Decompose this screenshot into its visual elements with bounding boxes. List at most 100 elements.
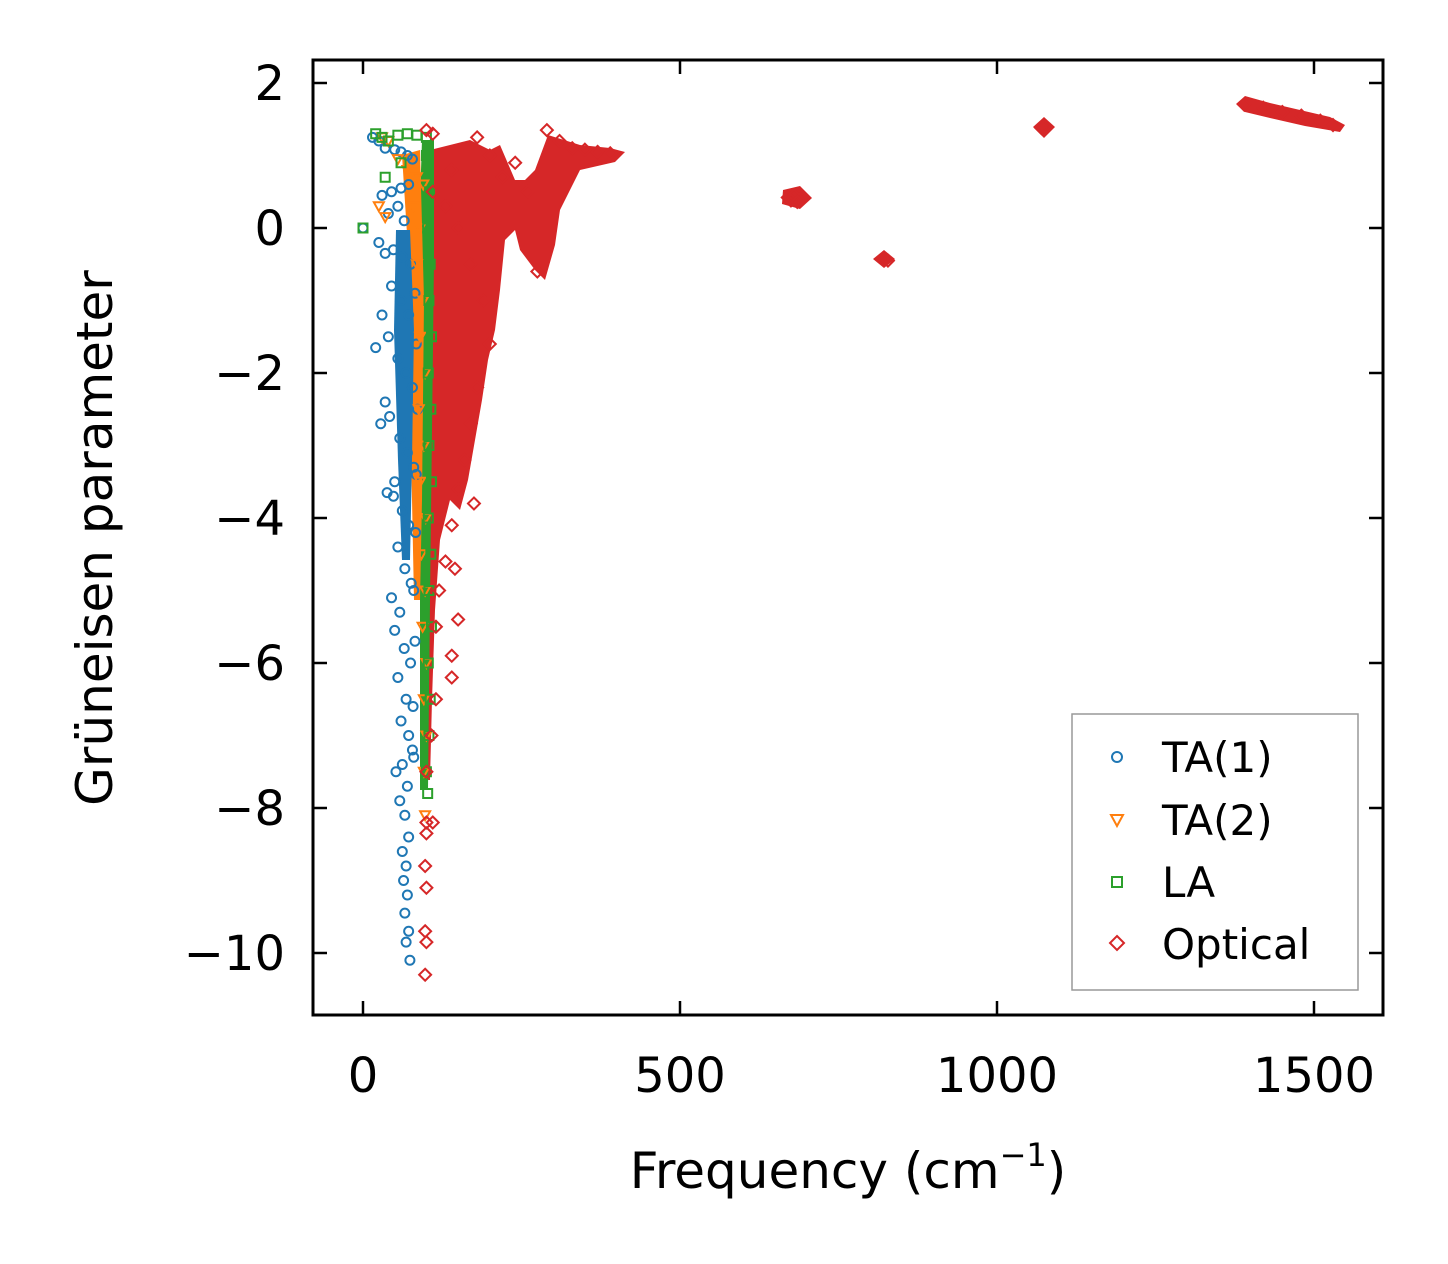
point-la-13 bbox=[424, 258, 436, 270]
point-ta2-14 bbox=[412, 404, 426, 417]
point-optical-21 bbox=[469, 380, 485, 395]
point-ta1-59 bbox=[396, 846, 408, 857]
point-ta1-25 bbox=[370, 342, 382, 354]
point-ta1-63 bbox=[399, 907, 411, 919]
point-ta1-31 bbox=[375, 418, 387, 430]
point-ta1-40 bbox=[392, 541, 404, 553]
point-la-11 bbox=[424, 186, 436, 198]
point-optical-19 bbox=[476, 293, 491, 308]
point-ta1-14 bbox=[398, 215, 410, 227]
point-la-27 bbox=[420, 766, 432, 778]
point-la-15 bbox=[425, 331, 437, 343]
point-ta1-68 bbox=[410, 338, 422, 350]
point-optical-6 bbox=[507, 155, 523, 171]
point-ta1-48 bbox=[392, 672, 404, 683]
point-ta1-32 bbox=[394, 432, 406, 444]
point-ta1-50 bbox=[395, 715, 407, 727]
ta1-dense-band bbox=[394, 230, 414, 560]
point-ta2-25 bbox=[418, 810, 432, 823]
point-optical-9 bbox=[539, 122, 555, 138]
point-ta1-47 bbox=[405, 657, 417, 669]
point-la-28 bbox=[422, 788, 434, 799]
point-ta1-0 bbox=[357, 222, 369, 234]
x-tick-label-500: 500 bbox=[634, 1048, 726, 1104]
point-ta1-9 bbox=[386, 186, 398, 198]
point-ta1-56 bbox=[394, 795, 406, 807]
point-ta2-7 bbox=[416, 179, 430, 192]
point-la-25 bbox=[424, 693, 436, 705]
point-optical-44 bbox=[417, 967, 433, 983]
point-ta1-28 bbox=[406, 382, 418, 393]
y-tick-label-m6: −6 bbox=[214, 636, 285, 692]
x-tick-label-1500: 1500 bbox=[1253, 1048, 1375, 1104]
point-ta1-35 bbox=[389, 476, 401, 488]
point-optical-54 bbox=[1236, 97, 1252, 113]
point-ta1-26 bbox=[392, 353, 404, 364]
point-optical-26 bbox=[444, 517, 460, 533]
point-ta1-54 bbox=[390, 766, 402, 778]
point-ta1-62 bbox=[401, 889, 413, 901]
point-ta1-23 bbox=[376, 309, 388, 321]
x-axis-label: Frequency (cm−1) bbox=[630, 1136, 1067, 1200]
point-ta1-29 bbox=[379, 396, 391, 408]
plot-frame bbox=[311, 58, 1385, 1017]
point-ta1-73 bbox=[409, 635, 421, 647]
point-ta1-51 bbox=[403, 730, 415, 741]
point-optical-34 bbox=[428, 691, 444, 707]
x-axis-label-superscript: −1 bbox=[1000, 1136, 1047, 1174]
legend-marker-optical bbox=[1108, 934, 1126, 952]
point-optical-55 bbox=[1255, 100, 1271, 116]
point-la-6 bbox=[411, 129, 423, 141]
legend-entry-ta1: TA(1) bbox=[1111, 733, 1273, 782]
x-axis-label-close: ) bbox=[1047, 1142, 1067, 1200]
optical-cluster-1075 bbox=[1033, 117, 1055, 138]
point-ta2-16 bbox=[413, 476, 427, 489]
point-ta1-41 bbox=[399, 563, 411, 575]
point-la-12 bbox=[422, 222, 434, 234]
legend-label-optical: Optical bbox=[1162, 920, 1310, 969]
point-la-18 bbox=[423, 440, 435, 451]
point-la-24 bbox=[422, 657, 434, 669]
point-ta1-30 bbox=[384, 411, 396, 422]
legend-entry-la: LA bbox=[1111, 858, 1215, 907]
y-tick-label-m8: −8 bbox=[214, 781, 285, 837]
point-la-21 bbox=[425, 548, 437, 560]
point-ta1-55 bbox=[401, 780, 413, 792]
point-ta2-11 bbox=[416, 295, 430, 308]
point-ta1-24 bbox=[382, 331, 394, 343]
point-optical-27 bbox=[438, 554, 453, 569]
point-ta1-45 bbox=[389, 624, 401, 636]
point-ta2-10 bbox=[410, 259, 424, 272]
point-la-4 bbox=[392, 129, 404, 141]
point-ta1-27 bbox=[400, 367, 412, 379]
y-tick-label-m10: −10 bbox=[184, 926, 285, 982]
scatter-points bbox=[357, 97, 1341, 983]
point-ta1-49 bbox=[400, 693, 412, 705]
point-optical-58 bbox=[1312, 113, 1328, 129]
point-ta1-64 bbox=[403, 925, 415, 937]
point-ta1-43 bbox=[386, 592, 398, 604]
point-la-23 bbox=[425, 621, 437, 633]
legend-marker-ta2 bbox=[1109, 814, 1125, 829]
point-ta1-11 bbox=[403, 179, 415, 190]
point-ta1-18 bbox=[396, 251, 408, 263]
x-tick-label-0: 0 bbox=[348, 1048, 379, 1104]
point-optical-17 bbox=[450, 220, 466, 236]
legend-label-ta1: TA(1) bbox=[1161, 733, 1273, 782]
legend: TA(1) TA(2) LA Optical bbox=[1071, 713, 1359, 991]
point-optical-57 bbox=[1293, 108, 1309, 124]
point-ta1-46 bbox=[398, 643, 410, 654]
point-optical-22 bbox=[463, 416, 479, 432]
point-ta2-5 bbox=[400, 165, 415, 178]
point-optical-40 bbox=[417, 858, 433, 874]
y-axis-label: Grüneisen parameter bbox=[66, 270, 124, 806]
point-optical-16 bbox=[438, 198, 453, 214]
point-optical-39 bbox=[418, 825, 434, 841]
point-ta1-22 bbox=[403, 309, 415, 321]
point-ta2-18 bbox=[414, 549, 429, 562]
point-ta1-33 bbox=[401, 447, 413, 459]
point-la-19 bbox=[425, 476, 437, 488]
point-optical-30 bbox=[428, 619, 444, 635]
point-ta2-4 bbox=[391, 154, 405, 167]
x-axis-label-main: Frequency (cm bbox=[630, 1142, 1000, 1200]
